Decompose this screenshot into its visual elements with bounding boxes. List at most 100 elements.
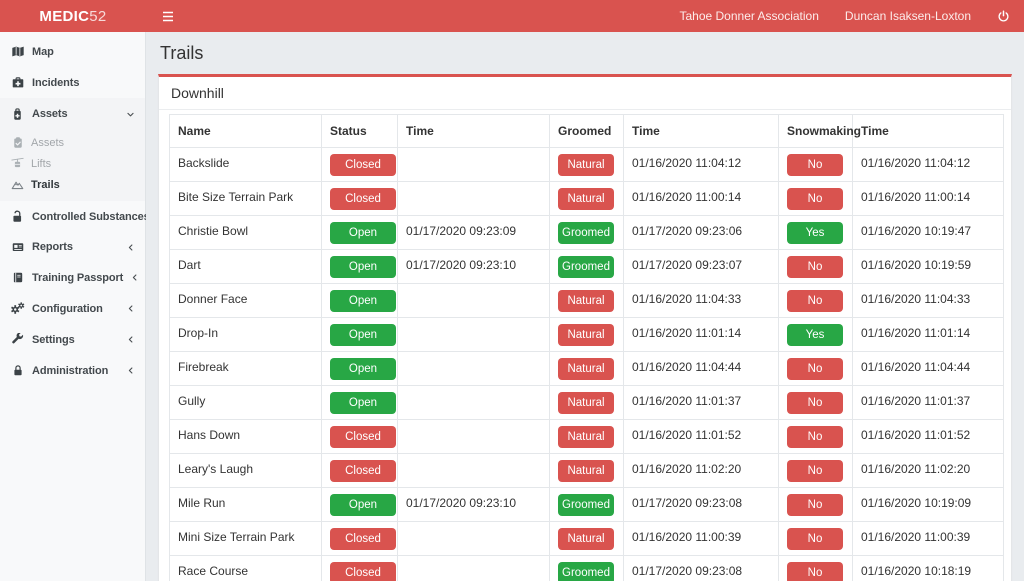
- topbar: MEDIC52 Tahoe Donner Association Duncan …: [0, 0, 1024, 32]
- trail-name: Drop-In: [169, 317, 322, 352]
- groomed-badge[interactable]: Natural: [558, 289, 614, 312]
- groomed-badge[interactable]: Natural: [558, 391, 614, 414]
- status-cell: Open: [321, 351, 398, 386]
- hamburger-menu-icon[interactable]: [162, 11, 174, 22]
- trail-row: Gully Open Natural 01/16/2020 11:01:37 No 01/…: [169, 385, 1004, 420]
- sidebar-subitem-lifts[interactable]: Lifts: [0, 153, 145, 174]
- column-header-groomed-3: Groomed: [549, 114, 624, 148]
- snowmaking-badge[interactable]: Yes: [787, 323, 843, 346]
- status-badge[interactable]: Open: [330, 323, 396, 346]
- groomed-badge[interactable]: Natural: [558, 153, 614, 176]
- newspaper-icon: [10, 241, 25, 253]
- snowmaking-time: 01/16/2020 11:04:33: [852, 283, 1004, 318]
- trail-row: Hans Down Closed Natural 01/16/2020 11:01:5…: [169, 419, 1004, 454]
- snowmaking-badge[interactable]: No: [787, 493, 843, 516]
- snowmaking-badge[interactable]: No: [787, 153, 843, 176]
- logout-power-icon[interactable]: [997, 9, 1010, 23]
- trail-name: Bite Size Terrain Park: [169, 181, 322, 216]
- groomed-cell: Natural: [549, 419, 624, 454]
- chevron-left-icon: [126, 243, 135, 252]
- snowmaking-badge[interactable]: No: [787, 187, 843, 210]
- sidebar-item-incidents[interactable]: Incidents: [0, 67, 145, 98]
- groomed-cell: Natural: [549, 521, 624, 556]
- sidebar-item-settings[interactable]: Settings: [0, 324, 145, 355]
- sidebar-item-assets[interactable]: Assets: [0, 98, 145, 130]
- trail-row: Christie Bowl Open 01/17/2020 09:23:09 Groo…: [169, 215, 1004, 250]
- groomed-badge[interactable]: Natural: [558, 187, 614, 210]
- sidebar-item-training-passport[interactable]: Training Passport: [0, 262, 145, 293]
- snowmaking-cell: No: [778, 283, 853, 318]
- status-cell: Open: [321, 215, 398, 250]
- snowmaking-badge[interactable]: No: [787, 391, 843, 414]
- trail-row: Bite Size Terrain Park Closed Natural 01/16…: [169, 181, 1004, 216]
- snowmaking-badge[interactable]: No: [787, 289, 843, 312]
- book-icon: [10, 271, 25, 284]
- snowmaking-badge[interactable]: Yes: [787, 221, 843, 244]
- sidebar-item-configuration[interactable]: Configuration: [0, 293, 145, 324]
- groomed-badge[interactable]: Natural: [558, 425, 614, 448]
- status-badge[interactable]: Open: [330, 493, 396, 516]
- lock-icon: [10, 364, 25, 377]
- status-badge[interactable]: Closed: [330, 153, 396, 176]
- user-menu-link[interactable]: Duncan Isaksen-Loxton: [844, 9, 971, 23]
- snowmaking-badge[interactable]: No: [787, 527, 843, 550]
- snowmaking-badge[interactable]: No: [787, 357, 843, 380]
- snowmaking-badge[interactable]: No: [787, 459, 843, 482]
- groomed-badge[interactable]: Natural: [558, 527, 614, 550]
- status-cell: Open: [321, 249, 398, 284]
- status-time: 01/17/2020 09:23:10: [397, 249, 550, 284]
- kit-bag-icon: [10, 107, 25, 121]
- status-badge[interactable]: Open: [330, 221, 396, 244]
- snowmaking-cell: Yes: [778, 317, 853, 352]
- status-badge[interactable]: Closed: [330, 527, 396, 550]
- groomed-badge[interactable]: Groomed: [558, 493, 614, 516]
- status-time: [397, 351, 550, 386]
- groomed-badge[interactable]: Groomed: [558, 221, 614, 244]
- sidebar-subitem-assets-sub[interactable]: Assets: [0, 132, 145, 153]
- snowmaking-cell: No: [778, 419, 853, 454]
- groomed-badge[interactable]: Natural: [558, 323, 614, 346]
- groomed-badge[interactable]: Natural: [558, 357, 614, 380]
- trail-name: Gully: [169, 385, 322, 420]
- groomed-badge[interactable]: Natural: [558, 459, 614, 482]
- mountain-icon: [11, 178, 24, 191]
- sidebar-item-administration[interactable]: Administration: [0, 355, 145, 386]
- status-cell: Closed: [321, 555, 398, 581]
- trail-row: Leary's Laugh Closed Natural 01/16/2020 11:…: [169, 453, 1004, 488]
- sidebar-item-label: Incidents: [32, 76, 80, 89]
- groomed-badge[interactable]: Groomed: [558, 255, 614, 278]
- status-badge[interactable]: Closed: [330, 561, 396, 581]
- status-badge[interactable]: Open: [330, 391, 396, 414]
- trail-name: Race Course: [169, 555, 322, 581]
- status-badge[interactable]: Open: [330, 255, 396, 278]
- snowmaking-cell: No: [778, 555, 853, 581]
- groomed-time: 01/16/2020 11:01:14: [623, 317, 779, 352]
- groomed-time: 01/17/2020 09:23:08: [623, 487, 779, 522]
- snowmaking-cell: No: [778, 351, 853, 386]
- status-badge[interactable]: Open: [330, 289, 396, 312]
- status-badge[interactable]: Closed: [330, 187, 396, 210]
- sidebar-item-reports[interactable]: Reports: [0, 232, 145, 262]
- card-body: Name Status Time Groomed Time Snowmaking Time …: [159, 110, 1011, 581]
- groomed-badge[interactable]: Groomed: [558, 561, 614, 581]
- column-header-snowmaking-5: Snowmaking: [778, 114, 861, 148]
- column-header-time: Time: [397, 114, 550, 148]
- sidebar-item-map[interactable]: Map: [0, 36, 145, 67]
- status-badge[interactable]: Closed: [330, 425, 396, 448]
- status-badge[interactable]: Open: [330, 357, 396, 380]
- sidebar-subitem-trails[interactable]: Trails: [0, 174, 145, 195]
- snowmaking-badge[interactable]: No: [787, 561, 843, 581]
- status-badge[interactable]: Closed: [330, 459, 396, 482]
- chevron-left-icon: [126, 335, 135, 344]
- snowmaking-badge[interactable]: No: [787, 425, 843, 448]
- organization-link[interactable]: Tahoe Donner Association: [679, 9, 819, 23]
- groomed-cell: Natural: [549, 283, 624, 318]
- trail-name: Dart: [169, 249, 322, 284]
- sidebar-item-controlled-substances[interactable]: Controlled Substances: [0, 201, 150, 232]
- snowmaking-badge[interactable]: No: [787, 255, 843, 278]
- groomed-time: 01/16/2020 11:02:20: [623, 453, 779, 488]
- sidebar-item-label: Configuration: [32, 302, 103, 315]
- status-cell: Open: [321, 283, 398, 318]
- medical-bag-icon: [10, 76, 25, 89]
- sidebar-nav: Map Incidents Assets Assets Lifts Trails Contr…: [0, 32, 150, 581]
